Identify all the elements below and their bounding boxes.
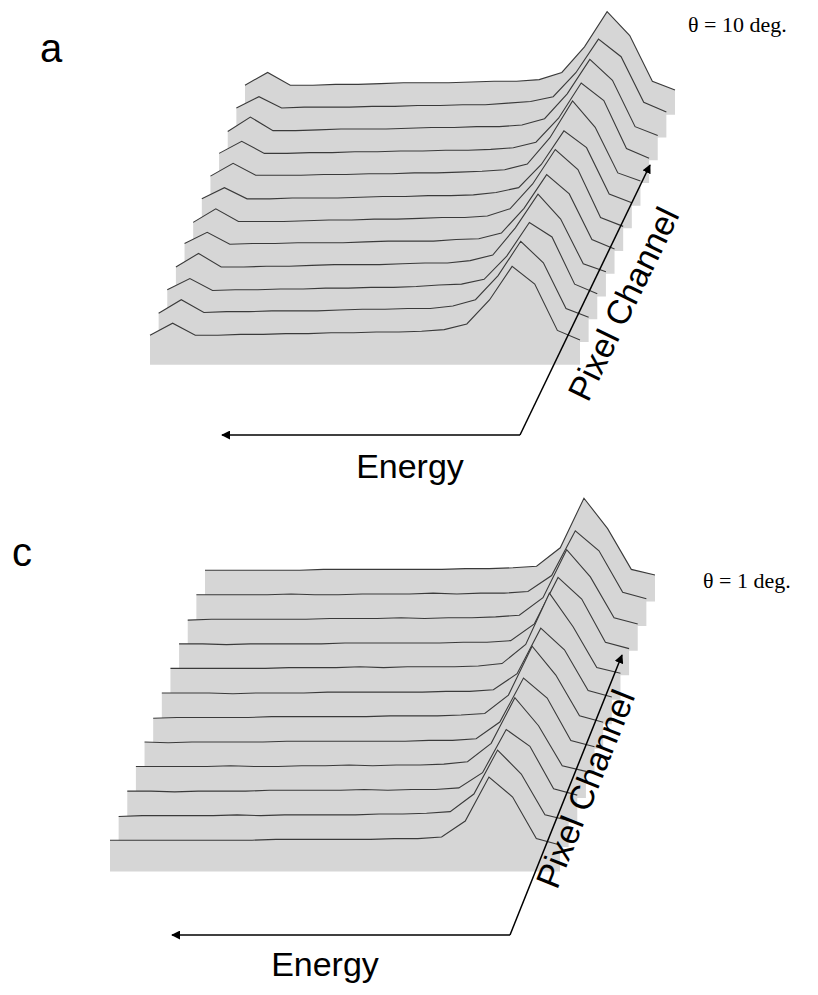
title: θ = 1 deg. xyxy=(703,568,791,593)
trace xyxy=(110,777,560,845)
panel-letter: a xyxy=(40,26,63,70)
trace-fill xyxy=(150,266,580,364)
trace xyxy=(150,266,580,340)
depth-axis-title: Pixel Channel xyxy=(528,684,642,893)
panel: a θ = 10 deg. Energy Pixel Channel xyxy=(40,12,787,485)
title: θ = 10 deg. xyxy=(688,12,787,37)
trace-fill xyxy=(110,777,560,872)
depth-axis-title: Pixel Channel xyxy=(560,201,686,406)
x-axis-title: Energy xyxy=(356,447,464,485)
figure: a θ = 10 deg. Energy Pixel Channel c θ = 1 de… xyxy=(0,0,818,995)
energy-arrow xyxy=(172,934,510,936)
panel: c θ = 1 deg. Energy Pixel Channel xyxy=(12,498,791,983)
panel-letter: c xyxy=(12,530,32,574)
energy-arrow xyxy=(222,434,520,436)
plot-area xyxy=(150,12,675,365)
x-axis-title: Energy xyxy=(271,945,379,983)
